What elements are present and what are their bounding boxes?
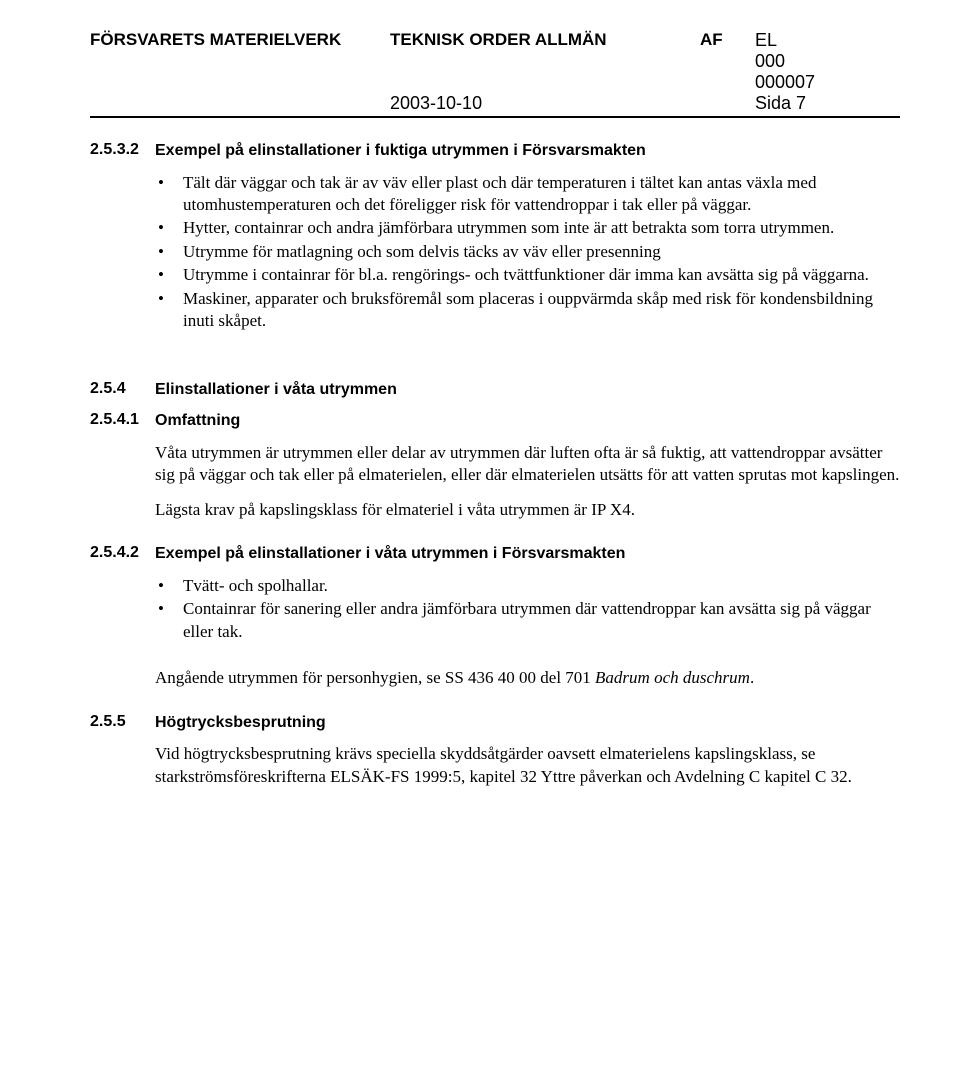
- doc-header-row-4: 2003-10-10 Sida 7: [90, 93, 900, 114]
- list-item: Maskiner, apparater och bruksföremål som…: [155, 288, 900, 333]
- bullet-list: Tält där väggar och tak är av väv eller …: [155, 172, 900, 333]
- section-2-5-4: 2.5.4 Elinstallationer i våta utrymmen: [90, 379, 900, 401]
- text-run: .: [750, 668, 754, 687]
- paragraph: Lägsta krav på kapslingsklass för elmate…: [155, 499, 900, 521]
- section-heading: Elinstallationer i våta utrymmen: [155, 379, 900, 401]
- bullet-list: Tvätt- och spolhallar. Containrar för sa…: [155, 575, 900, 643]
- header-code-af: AF: [700, 30, 755, 51]
- list-item: Hytter, containrar och andra jämförbara …: [155, 217, 900, 239]
- text-run-italic: Badrum och duschrum: [595, 668, 750, 687]
- section-heading: Omfattning: [155, 410, 900, 432]
- doc-header-row-2: 000: [90, 51, 900, 72]
- paragraph: Angående utrymmen för personhygien, se S…: [155, 667, 900, 689]
- section-number: 2.5.3.2: [90, 140, 155, 343]
- paragraph: Våta utrymmen är utrymmen eller delar av…: [155, 442, 900, 487]
- list-item: Tält där väggar och tak är av väv eller …: [155, 172, 900, 217]
- section-2-5-4-1: 2.5.4.1 Omfattning Våta utrymmen är utry…: [90, 410, 900, 533]
- header-title: TEKNISK ORDER ALLMÄN: [390, 30, 700, 51]
- section-number: 2.5.4.1: [90, 410, 155, 533]
- list-item: Utrymme i containrar för bl.a. rengöring…: [155, 264, 900, 286]
- section-heading: Exempel på elinstallationer i våta utrym…: [155, 543, 900, 565]
- section-2-5-5: 2.5.5 Högtrycksbesprutning Vid högtrycks…: [90, 712, 900, 800]
- section-2-5-4-2: 2.5.4.2 Exempel på elinstallationer i vå…: [90, 543, 900, 701]
- doc-header-row-1: FÖRSVARETS MATERIELVERK TEKNISK ORDER AL…: [90, 30, 900, 51]
- list-item: Tvätt- och spolhallar.: [155, 575, 900, 597]
- header-num-000007: 000007: [755, 72, 815, 93]
- header-org: FÖRSVARETS MATERIELVERK: [90, 30, 390, 51]
- header-code-el: EL: [755, 30, 777, 51]
- section-heading: Högtrycksbesprutning: [155, 712, 900, 734]
- header-date: 2003-10-10: [390, 93, 700, 114]
- section-2-5-3-2: 2.5.3.2 Exempel på elinstallationer i fu…: [90, 140, 900, 343]
- doc-header-row-3: 000007: [90, 72, 900, 93]
- list-item: Containrar för sanering eller andra jämf…: [155, 598, 900, 643]
- section-number: 2.5.4: [90, 379, 155, 401]
- text-run: Angående utrymmen för personhygien, se S…: [155, 668, 595, 687]
- header-num-000: 000: [755, 51, 785, 72]
- section-heading: Exempel på elinstallationer i fuktiga ut…: [155, 140, 900, 162]
- list-item: Utrymme för matlagning och som delvis tä…: [155, 241, 900, 263]
- section-number: 2.5.5: [90, 712, 155, 800]
- header-rule: [90, 116, 900, 118]
- section-number: 2.5.4.2: [90, 543, 155, 701]
- paragraph: Vid högtrycksbesprutning krävs speciella…: [155, 743, 900, 788]
- header-page: Sida 7: [755, 93, 806, 114]
